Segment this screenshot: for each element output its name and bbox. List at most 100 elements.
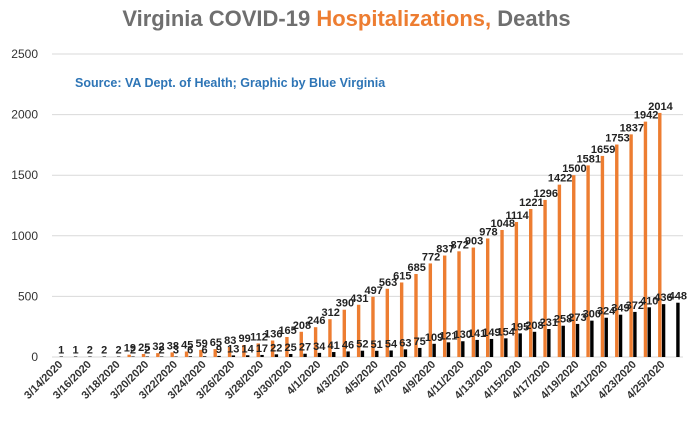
deaths-bar bbox=[231, 355, 236, 357]
deaths-bar bbox=[360, 350, 365, 357]
hospitalizations-bar bbox=[141, 353, 146, 357]
deaths-data-label: 1 bbox=[58, 345, 64, 357]
hospitalizations-data-label: 1114 bbox=[505, 210, 529, 222]
deaths-data-label: 17 bbox=[256, 343, 268, 355]
hospitalizations-data-label: 19 bbox=[124, 343, 136, 355]
hospitalizations-bar bbox=[184, 351, 189, 357]
deaths-bar bbox=[489, 338, 494, 357]
hospitalizations-data-label: 165 bbox=[278, 325, 296, 337]
hospitalizations-data-label: 431 bbox=[350, 293, 368, 305]
deaths-data-label: 154 bbox=[497, 326, 516, 338]
deaths-bar bbox=[59, 356, 63, 357]
y-tick-label: 1000 bbox=[11, 229, 38, 243]
hospitalizations-bar bbox=[127, 354, 131, 357]
deaths-bar bbox=[633, 311, 637, 357]
deaths-bar bbox=[346, 351, 350, 357]
deaths-data-label: 273 bbox=[568, 312, 586, 324]
deaths-data-label: 324 bbox=[597, 306, 616, 318]
deaths-bar bbox=[289, 353, 293, 357]
hospitalizations-bar bbox=[485, 238, 490, 357]
hospitalizations-data-label: 312 bbox=[321, 307, 339, 319]
deaths-bar bbox=[547, 329, 551, 357]
deaths-data-label: 300 bbox=[583, 309, 601, 321]
hospitalizations-data-label: 615 bbox=[393, 270, 411, 282]
deaths-bar bbox=[389, 350, 393, 357]
hospitalizations-bar bbox=[313, 327, 318, 357]
hospitalizations-bar bbox=[256, 343, 260, 357]
hospitalizations-bar bbox=[285, 337, 289, 357]
deaths-data-label: 231 bbox=[540, 317, 558, 329]
hospitalizations-bar bbox=[170, 352, 174, 357]
deaths-data-label: 34 bbox=[313, 341, 326, 353]
hospitalizations-data-label: 2014 bbox=[648, 101, 673, 113]
hospitalizations-data-label: 1942 bbox=[634, 110, 658, 122]
deaths-data-label: 130 bbox=[454, 329, 472, 341]
hospitalizations-bar bbox=[199, 349, 203, 357]
hospitalizations-bar bbox=[414, 273, 418, 357]
deaths-data-label: 41 bbox=[328, 340, 340, 352]
deaths-bar bbox=[561, 325, 565, 357]
hospitalizations-bar bbox=[299, 331, 303, 357]
deaths-data-label: 258 bbox=[554, 314, 572, 326]
deaths-data-label: 27 bbox=[299, 342, 311, 354]
deaths-bar bbox=[116, 356, 121, 357]
deaths-data-label: 2 bbox=[158, 345, 164, 357]
chart-title: Virginia COVID-19 Hospitalizations, Deat… bbox=[0, 6, 693, 32]
deaths-bar bbox=[504, 338, 508, 357]
deaths-data-label: 448 bbox=[669, 291, 687, 303]
source-note: Source: VA Dept. of Health; Graphic by B… bbox=[75, 76, 386, 90]
y-tick-label: 0 bbox=[31, 350, 38, 364]
hospitalizations-data-label: 83 bbox=[224, 335, 236, 347]
hospitalizations-data-label: 65 bbox=[210, 337, 222, 349]
deaths-bar bbox=[102, 356, 106, 357]
hospitalizations-bar bbox=[572, 175, 576, 357]
deaths-bar bbox=[174, 356, 178, 357]
deaths-data-label: 52 bbox=[356, 339, 368, 351]
deaths-bar bbox=[332, 352, 336, 357]
hospitalizations-data-label: 1659 bbox=[591, 144, 615, 156]
hospitalizations-bar bbox=[529, 209, 533, 357]
hospitalizations-data-label: 45 bbox=[181, 340, 193, 352]
deaths-data-label: 9 bbox=[216, 344, 222, 356]
hospitalizations-data-label: 136 bbox=[264, 329, 282, 341]
hospitalizations-bar bbox=[442, 255, 447, 357]
deaths-bar bbox=[274, 354, 279, 357]
hospitalizations-bar bbox=[457, 251, 461, 357]
hospitalizations-data-label: 1837 bbox=[620, 122, 644, 134]
deaths-data-label: 436 bbox=[654, 292, 672, 304]
deaths-bar bbox=[461, 341, 465, 357]
hospitalizations-bar bbox=[385, 288, 390, 357]
hospitalizations-data-label: 872 bbox=[451, 239, 469, 251]
deaths-bar bbox=[73, 356, 78, 357]
deaths-bar bbox=[88, 356, 92, 357]
hospitalizations-bar bbox=[629, 134, 633, 357]
deaths-bar bbox=[217, 355, 221, 357]
hospitalizations-data-label: 1753 bbox=[605, 133, 629, 145]
deaths-bar bbox=[432, 343, 436, 357]
hospitalizations-bar bbox=[543, 199, 547, 357]
hospitalizations-data-label: 837 bbox=[436, 244, 454, 256]
deaths-data-label: 2 bbox=[87, 345, 93, 357]
hospitalizations-bar bbox=[371, 296, 375, 357]
deaths-data-label: 141 bbox=[468, 328, 486, 340]
deaths-data-label: 195 bbox=[511, 321, 529, 333]
hospitalizations-data-label: 978 bbox=[479, 226, 497, 238]
hospitalizations-data-label: 685 bbox=[408, 262, 426, 274]
hospitalizations-data-label: 246 bbox=[307, 315, 325, 327]
hospitalizations-bar bbox=[643, 121, 648, 357]
deaths-bar bbox=[403, 349, 408, 357]
deaths-data-label: 75 bbox=[414, 336, 426, 348]
hospitalizations-bar bbox=[242, 345, 246, 357]
hospitalizations-bar bbox=[399, 282, 404, 357]
title-part-hospitalizations: Hospitalizations, bbox=[316, 6, 492, 31]
hospitalizations-data-label: 1221 bbox=[519, 197, 543, 209]
deaths-data-label: 1 bbox=[72, 345, 78, 357]
hospitalizations-data-label: 390 bbox=[336, 298, 354, 310]
deaths-data-label: 349 bbox=[611, 303, 629, 315]
hospitalizations-data-label: 772 bbox=[422, 251, 440, 263]
deaths-data-label: 54 bbox=[385, 338, 398, 350]
hospitalizations-data-label: 59 bbox=[195, 338, 207, 350]
deaths-data-label: 149 bbox=[482, 327, 500, 339]
deaths-bar bbox=[317, 352, 322, 357]
